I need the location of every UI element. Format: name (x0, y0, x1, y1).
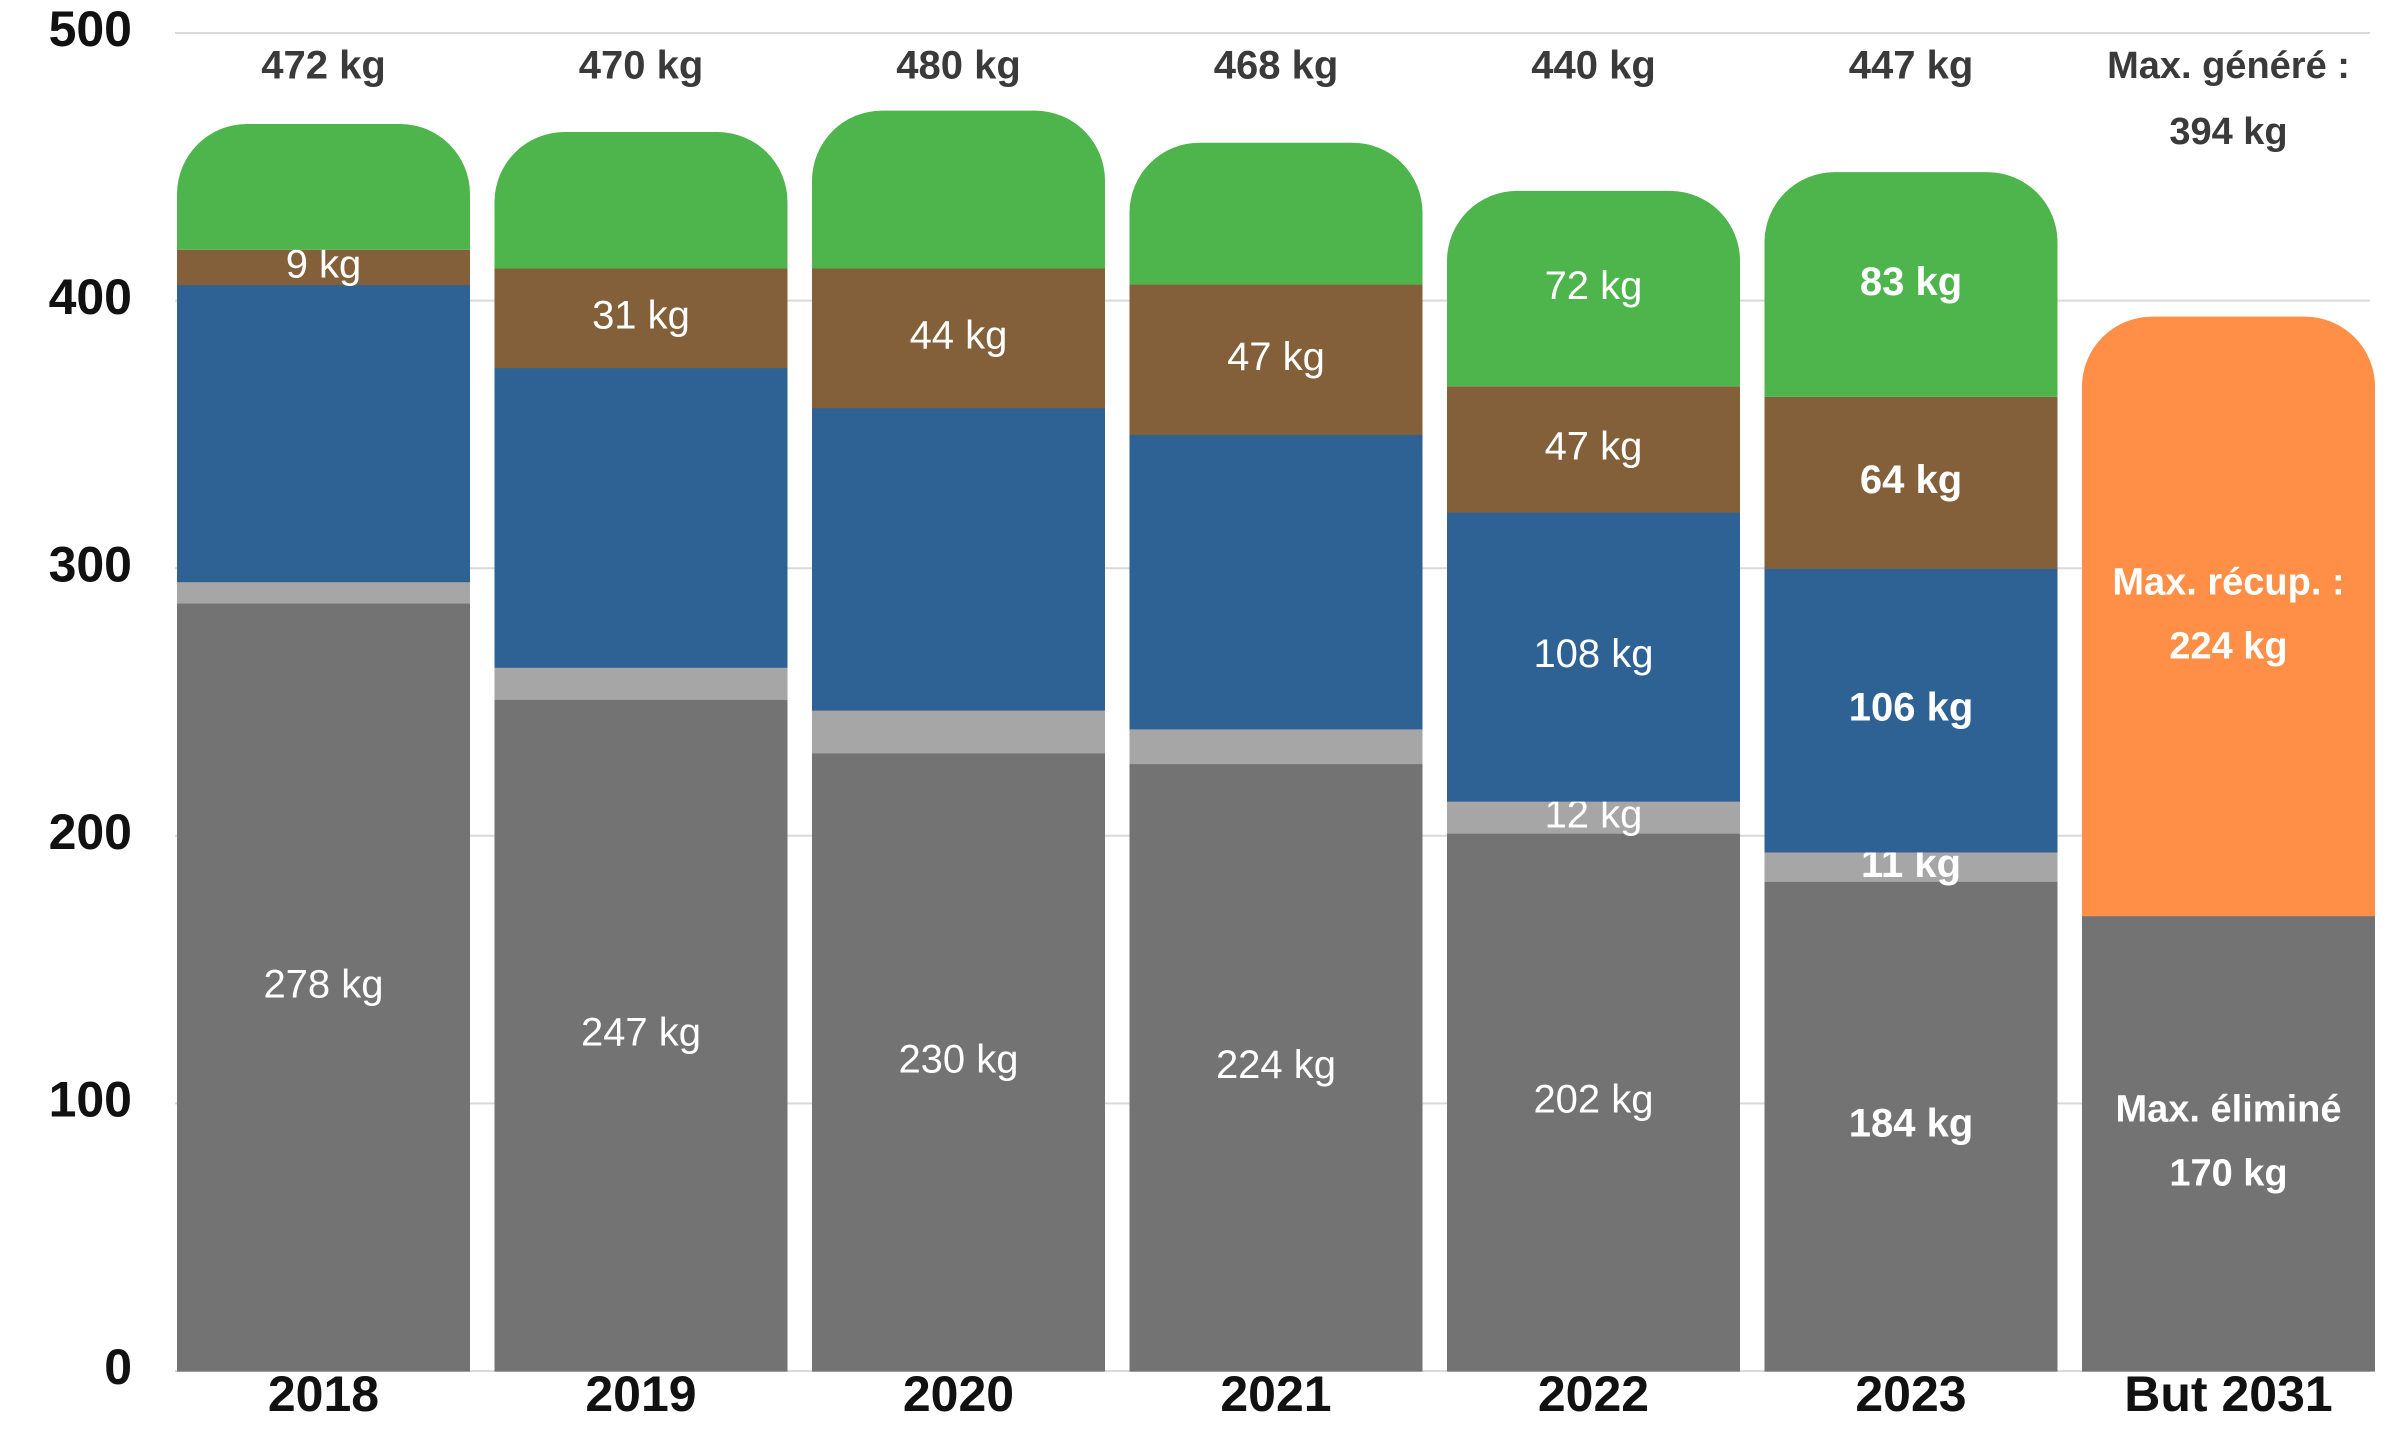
y-tick-label: 400 (49, 269, 132, 325)
bar-segment (177, 123, 470, 250)
bar-segment (1764, 881, 2058, 1372)
bar-segment (1447, 512, 1740, 802)
x-axis: 2018 2019 2020 2021 2022 2023 But 2031 (268, 1366, 2333, 1422)
bar-segment (177, 602, 470, 1372)
x-tick-label: 2019 (585, 1366, 696, 1422)
x-tick-label: 2023 (1855, 1366, 1966, 1422)
bar-segment (494, 367, 788, 668)
bar-segment (812, 407, 1105, 711)
bar-segment (1129, 434, 1423, 730)
bar-segment (1447, 190, 1740, 387)
bars: 278 kg 9 kg 472 kg 247 kg 31 kg 470 kg 230 kg 4… (177, 44, 2375, 1372)
bar-segment (812, 752, 1105, 1372)
data-label: 230 kg (898, 1037, 1018, 1081)
data-label: 44 kg (910, 314, 1008, 358)
bar-segment (1447, 801, 1740, 834)
total-label: 468 kg (1214, 44, 1339, 88)
data-label: 247 kg (581, 1011, 701, 1055)
bar-segment (494, 667, 788, 700)
bar-segment (177, 249, 470, 286)
total-label: 470 kg (579, 44, 704, 88)
goal-segment (2082, 316, 2375, 917)
bar-segment (1447, 386, 1740, 513)
bar-segment (177, 581, 470, 604)
bar-group-2021: 224 kg 47 kg 468 kg (1129, 44, 1423, 1372)
goal-label: Max. éliminé (2116, 1089, 2342, 1131)
goal-top-label: 394 kg (2169, 111, 2287, 153)
data-label: 64 kg (1860, 458, 1962, 502)
bar-segment (1129, 142, 1423, 285)
bar-segment (1764, 396, 2058, 569)
data-label: 184 kg (1849, 1102, 1974, 1146)
bar-segment (1764, 568, 2058, 853)
y-tick-label: 100 (49, 1072, 132, 1128)
data-label: 224 kg (1216, 1043, 1336, 1087)
y-tick-label: 0 (104, 1339, 132, 1395)
goal-top-label: Max. généré : (2107, 45, 2350, 87)
goal-segment (2082, 916, 2375, 1372)
data-label: 72 kg (1545, 264, 1643, 308)
data-label: 47 kg (1227, 335, 1325, 379)
bar-segment (812, 110, 1105, 269)
data-label: 106 kg (1849, 686, 1974, 730)
total-label: 447 kg (1849, 44, 1974, 88)
bar-group-2020: 230 kg 44 kg 480 kg (812, 44, 1105, 1372)
x-tick-label: But 2031 (2124, 1366, 2332, 1422)
bar-group-2019: 247 kg 31 kg 470 kg (494, 44, 788, 1372)
data-label: 47 kg (1545, 425, 1643, 469)
bar-segment (812, 710, 1105, 754)
bar-segment (1129, 728, 1423, 765)
bar-segment (1129, 284, 1423, 435)
data-label: 31 kg (592, 294, 690, 338)
bar-segment (494, 268, 788, 369)
y-tick-label: 200 (49, 804, 132, 860)
x-tick-label: 2020 (903, 1366, 1014, 1422)
data-label: 278 kg (263, 963, 383, 1007)
data-label: 83 kg (1860, 260, 1962, 304)
bar-segment (177, 284, 470, 583)
goal-label: 224 kg (2169, 625, 2287, 667)
total-label: 440 kg (1531, 44, 1656, 88)
goal-label: Max. récup. : (2112, 561, 2344, 603)
bar-segment (812, 268, 1105, 409)
bar-segment (494, 132, 788, 269)
total-label: 472 kg (261, 44, 386, 88)
y-tick-label: 500 (49, 1, 132, 57)
bar-segment (1129, 763, 1423, 1372)
bar-segment (1764, 172, 2058, 397)
y-tick-label: 300 (49, 536, 132, 592)
x-tick-label: 2021 (1220, 1366, 1331, 1422)
bar-segment (494, 699, 788, 1372)
goal-label: 170 kg (2169, 1153, 2287, 1195)
goal-bar-group: Max. éliminé 170 kg Max. récup. : 224 kg Max… (2082, 45, 2375, 1372)
bar-segment (1764, 851, 2058, 882)
y-axis: 0 100 200 300 400 500 (49, 1, 132, 1395)
x-tick-label: 2022 (1538, 1366, 1649, 1422)
data-label: 202 kg (1533, 1078, 1653, 1122)
data-label: 9 kg (286, 243, 362, 287)
data-label: 108 kg (1533, 632, 1653, 676)
x-tick-label: 2018 (268, 1366, 379, 1422)
bar-group-2018: 278 kg 9 kg 472 kg (177, 44, 470, 1372)
total-label: 480 kg (896, 44, 1021, 88)
bar-segment (1447, 833, 1740, 1372)
